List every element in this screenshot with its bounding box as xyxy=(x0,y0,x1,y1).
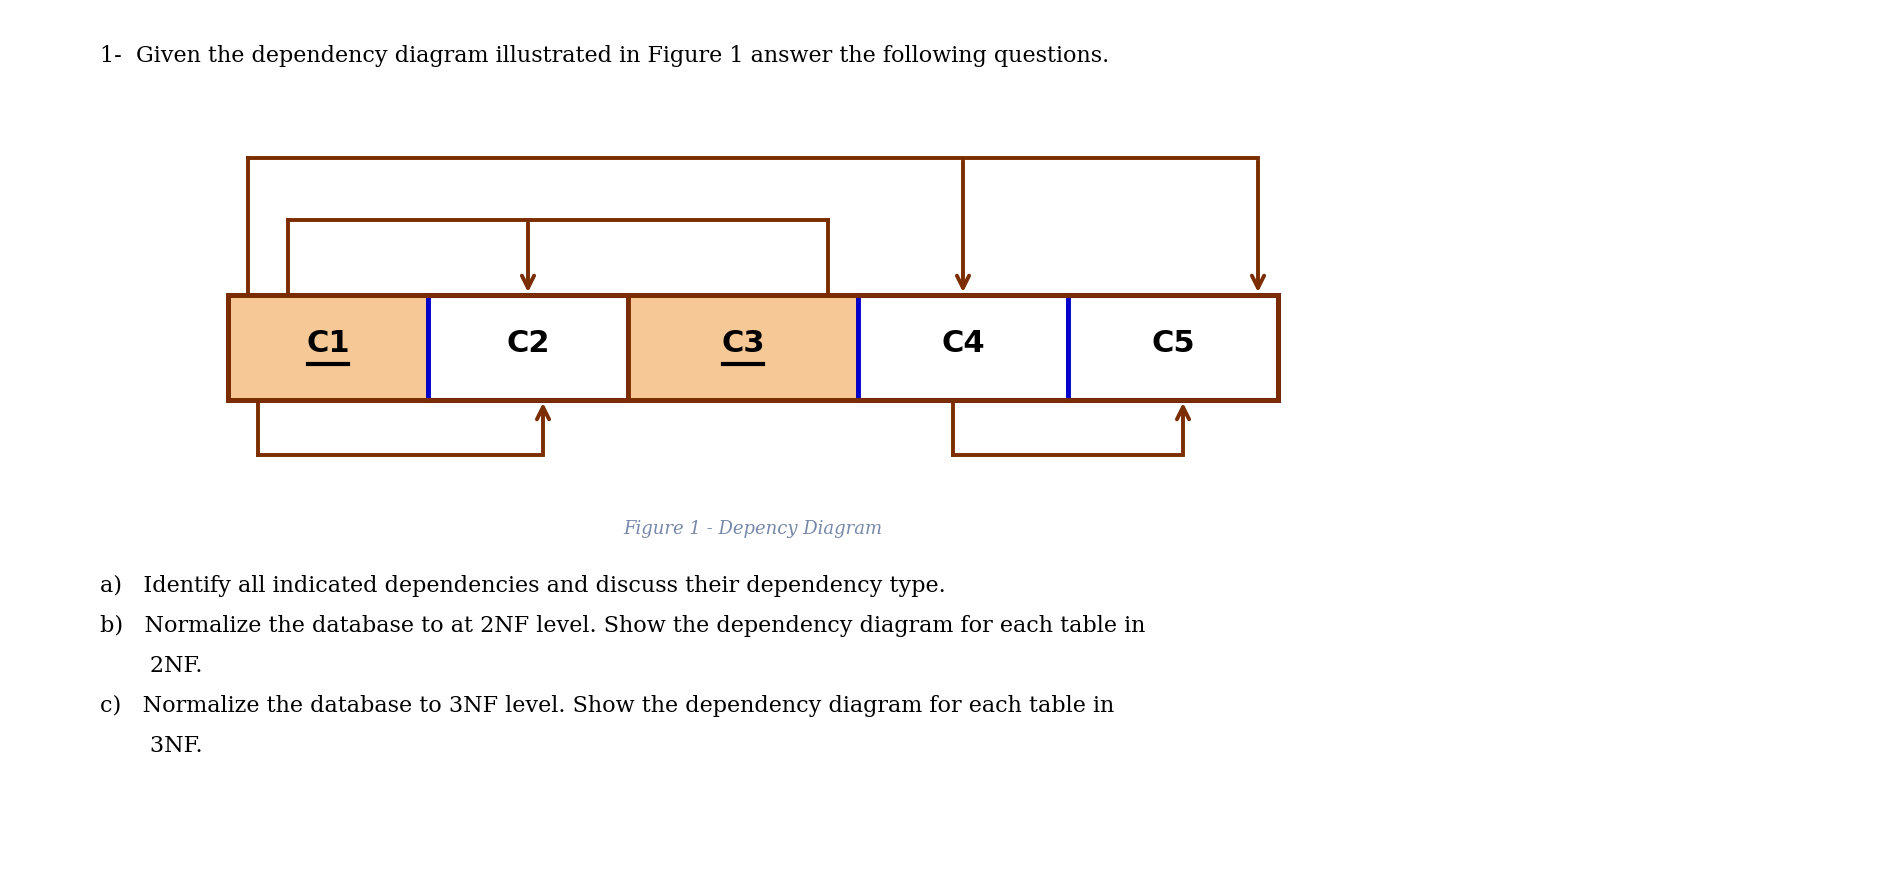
Text: C1: C1 xyxy=(306,329,350,358)
Bar xyxy=(429,295,628,400)
Text: a)   Identify all indicated dependencies and discuss their dependency type.: a) Identify all indicated dependencies a… xyxy=(100,575,946,597)
Bar xyxy=(227,295,1278,400)
Text: b)   Normalize the database to at 2NF level. Show the dependency diagram for eac: b) Normalize the database to at 2NF leve… xyxy=(100,615,1145,637)
Text: Figure 1 - Depency Diagram: Figure 1 - Depency Diagram xyxy=(624,520,882,538)
Bar xyxy=(227,295,429,400)
Bar xyxy=(628,295,857,400)
Text: c)   Normalize the database to 3NF level. Show the dependency diagram for each t: c) Normalize the database to 3NF level. … xyxy=(100,695,1115,717)
Text: C3: C3 xyxy=(722,329,765,358)
Text: C5: C5 xyxy=(1151,329,1196,358)
Text: C2: C2 xyxy=(506,329,549,358)
Text: 2NF.: 2NF. xyxy=(100,655,203,677)
Bar xyxy=(857,295,1068,400)
Bar xyxy=(1068,295,1278,400)
Text: 3NF.: 3NF. xyxy=(100,735,203,757)
Text: C4: C4 xyxy=(942,329,985,358)
Text: 1-  Given the dependency diagram illustrated in Figure 1 answer the following qu: 1- Given the dependency diagram illustra… xyxy=(100,45,1109,67)
